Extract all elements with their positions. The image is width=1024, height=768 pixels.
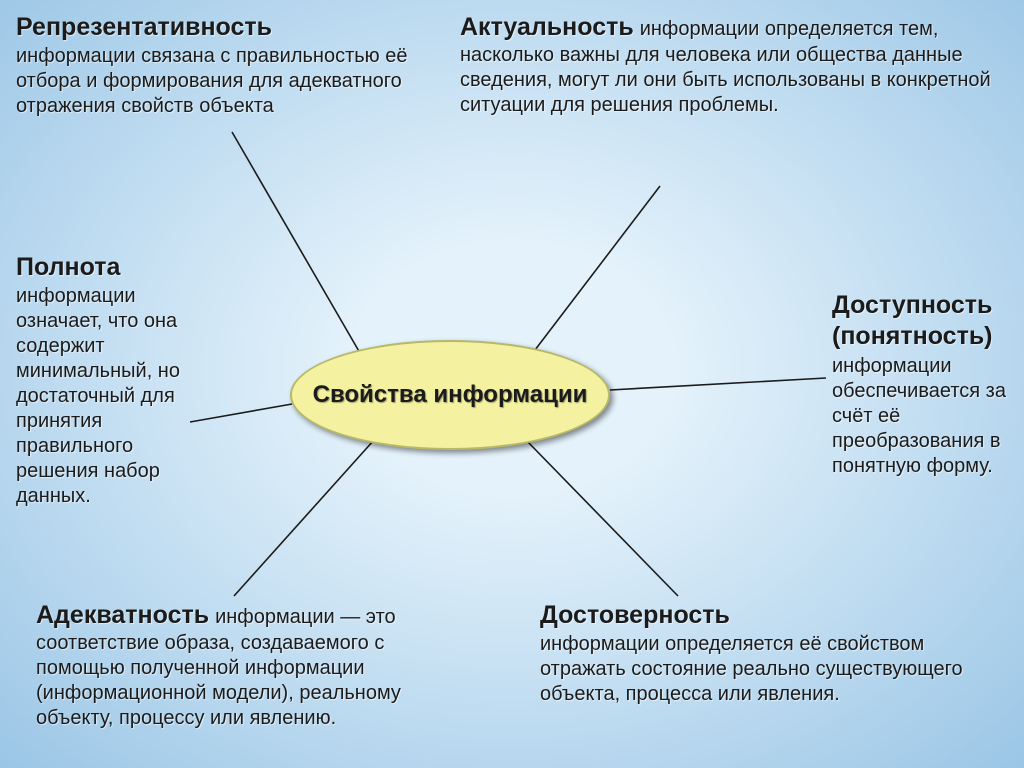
node-polnota-body: информации означает, что она содержит ми… xyxy=(16,284,188,509)
node-repr-body: информации связана с правильностью её от… xyxy=(16,44,446,119)
diagram-canvas: Свойства информацииРепрезентативностьинф… xyxy=(0,0,1024,768)
node-dostov-body: информации определяется её свойством отр… xyxy=(540,632,970,707)
node-polnota-title: Полнота xyxy=(16,252,120,283)
node-adekv: Адекватностьинформации — это соответстви… xyxy=(36,600,466,731)
node-dostup-body: информации обеспечивается за счёт её пре… xyxy=(832,354,1020,479)
connector-actual xyxy=(535,186,660,350)
node-dostov-title: Достоверность xyxy=(540,600,730,631)
node-repr-title: Репрезентативность xyxy=(16,12,272,43)
connector-adekv xyxy=(234,440,374,596)
node-actual: Актуальностьинформации определяется тем,… xyxy=(460,12,1012,118)
connector-dostov xyxy=(526,440,678,596)
hub-ellipse: Свойства информации xyxy=(290,340,610,450)
node-dostup-title: Доступность (понятность) xyxy=(832,290,1020,353)
node-adekv-title: Адекватность xyxy=(36,601,209,629)
connector-dostup xyxy=(610,378,826,390)
node-actual-title: Актуальность xyxy=(460,13,634,41)
connector-polnota xyxy=(190,404,292,422)
hub-label: Свойства информации xyxy=(313,381,588,409)
connector-repr xyxy=(232,132,360,353)
